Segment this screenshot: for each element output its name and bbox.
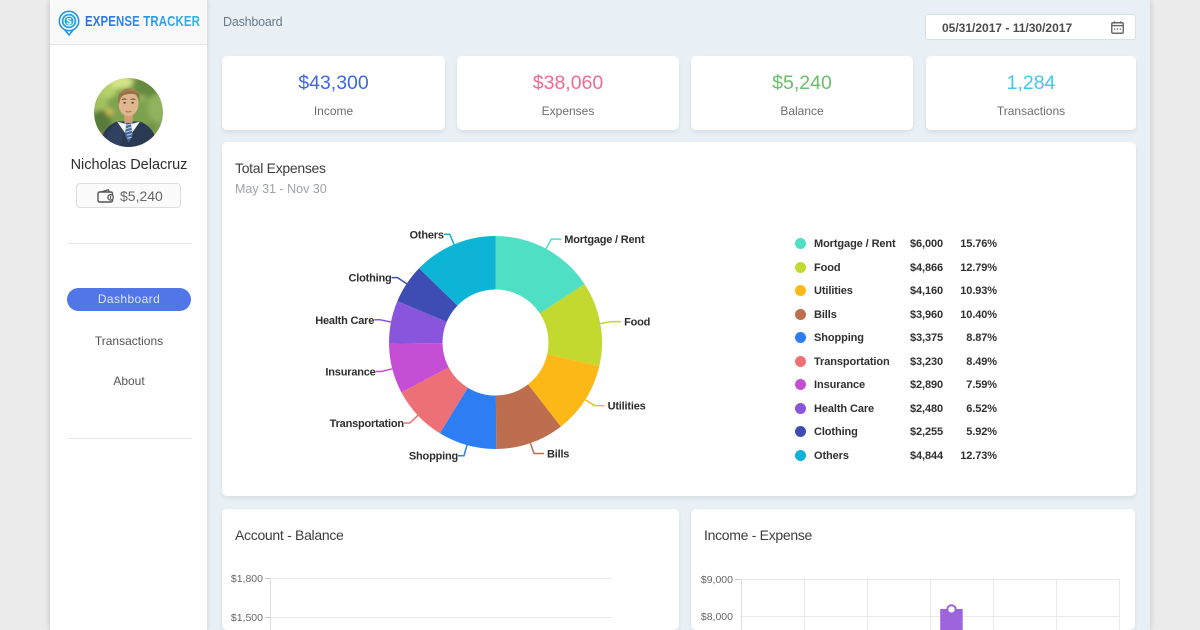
svg-text:$1,800: $1,800 <box>231 573 263 585</box>
svg-text:Food: Food <box>624 317 650 329</box>
svg-text:$9,000: $9,000 <box>701 574 733 586</box>
svg-text:Bills: Bills <box>547 449 569 461</box>
svg-text:Shopping: Shopping <box>409 451 458 463</box>
svg-text:Utilities: Utilities <box>608 401 646 413</box>
svg-text:Clothing: Clothing <box>349 273 392 285</box>
svg-text:$1,500: $1,500 <box>231 612 263 624</box>
svg-text:$: $ <box>66 16 72 27</box>
svg-text:Others: Others <box>410 229 444 241</box>
svg-text:Transportation: Transportation <box>330 418 405 430</box>
svg-text:Health Care: Health Care <box>315 315 374 327</box>
svg-text:Mortgage / Rent: Mortgage / Rent <box>564 234 645 246</box>
svg-text:Insurance: Insurance <box>325 367 375 379</box>
svg-text:$8,000: $8,000 <box>701 611 733 623</box>
